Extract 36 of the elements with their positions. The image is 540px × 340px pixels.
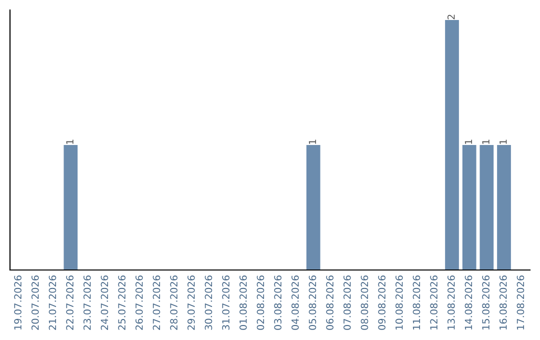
x-tick-label: 14.08.2026 — [464, 275, 472, 330]
x-tick-label: 01.08.2026 — [239, 275, 247, 330]
x-tick-label: 28.07.2026 — [170, 275, 178, 330]
x-tick-label: 09.08.2026 — [378, 275, 386, 330]
x-tick-label: 30.07.2026 — [204, 275, 212, 330]
data-label: 1 — [482, 140, 490, 144]
x-tick-label: 24.07.2026 — [100, 275, 108, 330]
x-tick-label: 27.07.2026 — [152, 275, 160, 330]
data-label: 1 — [464, 140, 472, 144]
x-tick-label: 02.08.2026 — [256, 275, 264, 330]
x-tick-label: 15.08.2026 — [482, 275, 490, 330]
x-tick-label: 21.07.2026 — [48, 275, 56, 330]
x-tick-label: 29.07.2026 — [187, 275, 195, 330]
x-tick-label: 03.08.2026 — [274, 275, 282, 330]
x-tick-label: 26.07.2026 — [135, 275, 143, 330]
x-tick-label: 12.08.2026 — [430, 275, 438, 330]
x-tick-label: 31.07.2026 — [222, 275, 230, 330]
x-tick-label: 04.08.2026 — [291, 275, 299, 330]
x-tick-label: 06.08.2026 — [326, 275, 334, 330]
x-tick-label: 11.08.2026 — [412, 275, 420, 330]
data-label: 1 — [500, 140, 507, 144]
x-tick-label: 20.07.2026 — [31, 275, 39, 330]
data-label: 1 — [308, 140, 316, 144]
x-tick-label: 19.07.2026 — [14, 275, 22, 330]
x-tick-label: 10.08.2026 — [395, 275, 403, 330]
x-tick-label: 22.07.2026 — [66, 275, 74, 330]
x-tick-label: 16.08.2026 — [499, 275, 507, 330]
data-label: 2 — [447, 14, 455, 20]
x-tick-label: 05.08.2026 — [308, 275, 316, 330]
x-tick-label: 08.08.2026 — [360, 275, 368, 330]
x-tick-label: 25.07.2026 — [118, 275, 126, 330]
x-tick-label: 13.08.2026 — [447, 275, 455, 330]
x-tick-label: 17.08.2026 — [516, 275, 524, 330]
data-label: 1 — [66, 140, 74, 144]
x-tick-label: 07.08.2026 — [343, 275, 351, 330]
x-tick-label: 23.07.2026 — [83, 275, 91, 330]
